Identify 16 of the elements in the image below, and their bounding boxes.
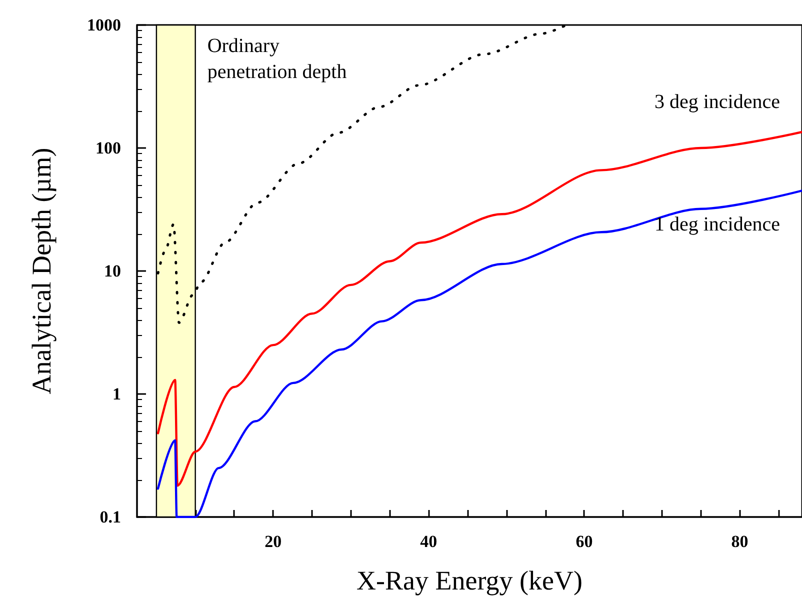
y-tick-label: 10 bbox=[104, 262, 121, 280]
y-tick-label: 1000 bbox=[87, 16, 121, 34]
line-series bbox=[156, 130, 802, 487]
y-tick-label: 100 bbox=[96, 138, 121, 158]
series-label: 1 deg incidence bbox=[654, 214, 780, 236]
x-axis-title: X-Ray Energy (keV) bbox=[356, 566, 582, 596]
x-tick-label: 20 bbox=[264, 532, 282, 551]
x-tick-label: 40 bbox=[420, 532, 438, 551]
band-label: Ordinary penetration depth bbox=[207, 35, 347, 83]
line-series bbox=[156, 190, 802, 518]
y-tick-label: 0.1 bbox=[100, 508, 121, 526]
x-tick-label: 60 bbox=[576, 532, 593, 551]
x-tick-label: 80 bbox=[731, 532, 748, 551]
y-axis-title: Analytical Depth (µm) bbox=[26, 148, 56, 394]
y-tick-label: 1 bbox=[112, 384, 121, 404]
series-label: 3 deg incidence bbox=[654, 90, 780, 113]
